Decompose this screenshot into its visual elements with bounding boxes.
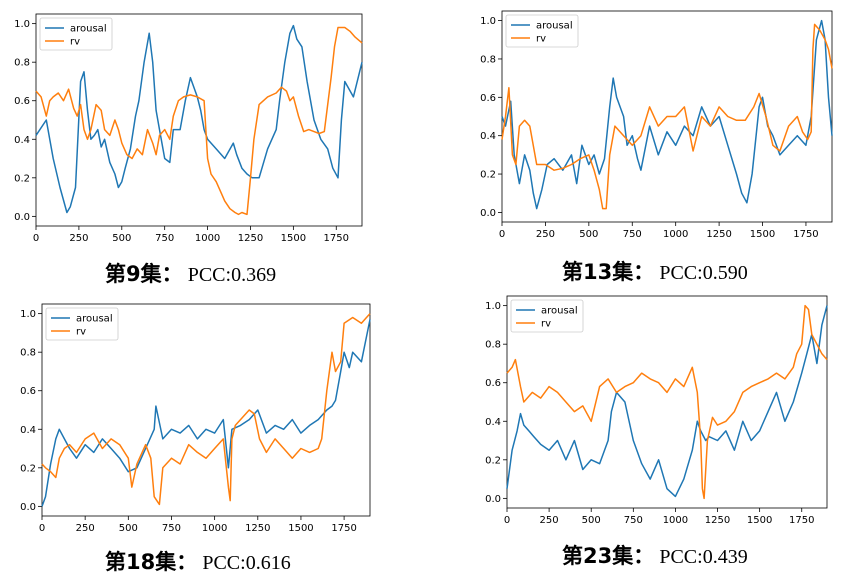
caption-pcc-value: PCC:0.590 — [659, 262, 748, 284]
y-tick-label: 0.4 — [14, 135, 30, 146]
y-tick-label: 1.0 — [20, 309, 36, 320]
series-line-arousal — [506, 305, 828, 498]
x-tick-label: 1250 — [238, 233, 263, 244]
legend-label-rv: rv — [70, 37, 80, 48]
x-tick-label: 0 — [504, 515, 510, 526]
caption-pcc-value: PCC:0.439 — [659, 546, 748, 568]
legend-box — [45, 307, 119, 341]
x-tick-label: 1000 — [202, 523, 227, 534]
x-tick-label: 1750 — [793, 229, 818, 240]
x-tick-label: 1500 — [747, 515, 772, 526]
x-tick-label: 1750 — [324, 233, 349, 244]
x-tick-label: 1750 — [789, 515, 814, 526]
y-tick-label: 0.4 — [480, 131, 496, 142]
y-tick-label: 0.2 — [14, 173, 30, 184]
legend-label-arousal: arousal — [70, 24, 107, 35]
y-tick-label: 0.6 — [480, 93, 496, 104]
y-tick-label: 0.2 — [485, 455, 501, 466]
y-tick-label: 0.2 — [20, 463, 36, 474]
chart-panel-episode-18: 0 250 500 750 1000 1250 1500 1750 0.0 0.2 0.4 0.6 0.… — [20, 303, 371, 534]
x-tick-label: 1500 — [281, 233, 306, 244]
x-tick-label: 1250 — [705, 515, 730, 526]
chart-caption-episode-18: 第18集： PCC:0.616 — [105, 546, 291, 576]
caption-episode-label: 第9集： — [105, 262, 183, 286]
legend-label-rv: rv — [76, 327, 86, 338]
x-tick-label: 1750 — [331, 523, 356, 534]
series-line-rv — [35, 26, 363, 216]
y-tick-label: 0.8 — [480, 54, 496, 65]
series-line-rv — [41, 313, 371, 506]
axes-frame — [506, 295, 828, 509]
x-tick-label: 1000 — [663, 515, 688, 526]
caption-pcc-value: PCC:0.616 — [202, 552, 291, 574]
series-line-arousal — [501, 19, 833, 210]
x-tick-label: 750 — [623, 229, 642, 240]
x-tick-label: 750 — [155, 233, 174, 244]
series-line-arousal — [35, 24, 363, 214]
legend: arousal rv — [39, 17, 113, 51]
x-tick-label: 500 — [582, 515, 601, 526]
x-tick-label: 1250 — [706, 229, 731, 240]
x-tick-label: 750 — [162, 523, 181, 534]
y-tick-label: 0.2 — [480, 170, 496, 181]
legend-box — [39, 17, 113, 51]
y-tick-label: 0.0 — [480, 208, 496, 219]
x-tick-label: 1000 — [195, 233, 220, 244]
series-line-rv — [506, 304, 828, 500]
y-tick-label: 0.4 — [485, 417, 501, 428]
series-line-arousal — [41, 319, 371, 507]
y-tick-label: 0.6 — [14, 96, 30, 107]
y-tick-label: 1.0 — [480, 16, 496, 27]
x-tick-label: 0 — [39, 523, 45, 534]
x-tick-label: 1500 — [750, 229, 775, 240]
x-tick-label: 250 — [76, 523, 95, 534]
chart-panel-episode-13: 0 250 500 750 1000 1250 1500 1750 0.0 0.2 0.4 0.6 0.… — [480, 10, 833, 240]
legend-box — [510, 299, 584, 333]
caption-episode-label: 第18集： — [105, 550, 198, 574]
x-tick-label: 500 — [579, 229, 598, 240]
chart-caption-episode-9: 第9集： PCC:0.369 — [105, 258, 276, 288]
y-tick-label: 0.0 — [14, 212, 30, 223]
x-tick-label: 0 — [33, 233, 39, 244]
chart-panel-episode-23: 0 250 500 750 1000 1250 1500 1750 0.0 0.2 0.4 0.6 0.… — [485, 295, 828, 526]
legend-label-arousal: arousal — [541, 306, 578, 317]
legend-box — [505, 14, 579, 48]
x-tick-label: 500 — [119, 523, 138, 534]
legend-label-rv: rv — [541, 319, 551, 330]
legend-label-rv: rv — [536, 34, 546, 45]
x-tick-label: 750 — [624, 515, 643, 526]
x-tick-label: 250 — [69, 233, 88, 244]
y-tick-label: 1.0 — [14, 19, 30, 30]
chart-caption-episode-23: 第23集： PCC:0.439 — [562, 540, 748, 570]
y-tick-label: 0.6 — [485, 378, 501, 389]
x-tick-label: 0 — [499, 229, 505, 240]
chart-caption-episode-13: 第13集： PCC:0.590 — [562, 256, 748, 286]
caption-episode-label: 第13集： — [562, 260, 655, 284]
series-line-rv — [501, 23, 833, 210]
y-tick-label: 0.8 — [20, 348, 36, 359]
x-tick-label: 1250 — [245, 523, 270, 534]
caption-episode-label: 第23集： — [562, 544, 655, 568]
y-tick-label: 0.8 — [14, 58, 30, 69]
y-tick-label: 0.0 — [20, 502, 36, 513]
x-tick-label: 250 — [540, 515, 559, 526]
legend: arousal rv — [510, 299, 584, 333]
legend: arousal rv — [45, 307, 119, 341]
caption-pcc-value: PCC:0.369 — [187, 264, 277, 286]
legend-label-arousal: arousal — [536, 21, 573, 32]
y-tick-label: 0.0 — [485, 494, 501, 505]
x-tick-label: 500 — [112, 233, 131, 244]
x-tick-label: 250 — [536, 229, 555, 240]
legend-label-arousal: arousal — [76, 314, 113, 325]
x-tick-label: 1500 — [288, 523, 313, 534]
legend: arousal rv — [505, 14, 579, 48]
y-tick-label: 0.8 — [485, 340, 501, 351]
x-tick-label: 1000 — [663, 229, 688, 240]
chart-panel-episode-9: 0 250 500 750 1000 1250 1500 1750 0.0 0.2 0.4 0.6 0.… — [14, 13, 363, 244]
axes-frame — [35, 13, 363, 227]
y-tick-label: 1.0 — [485, 301, 501, 312]
y-tick-label: 0.4 — [20, 425, 36, 436]
y-tick-label: 0.6 — [20, 386, 36, 397]
axes-frame — [41, 303, 371, 517]
